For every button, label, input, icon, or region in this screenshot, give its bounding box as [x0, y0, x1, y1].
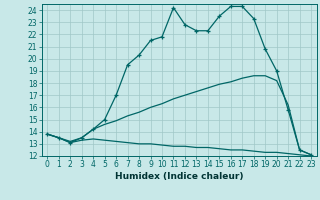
X-axis label: Humidex (Indice chaleur): Humidex (Indice chaleur) — [115, 172, 244, 181]
